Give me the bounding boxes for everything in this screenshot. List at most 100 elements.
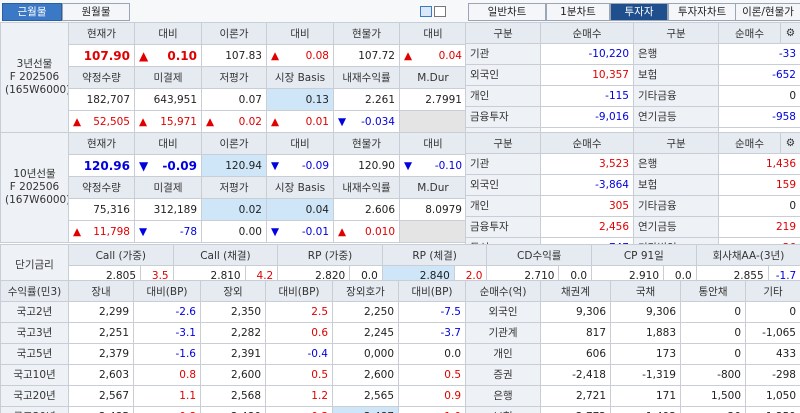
- row: 기관 -10,220 은행 -33: [465, 43, 800, 65]
- cell: 2,456: [540, 216, 634, 238]
- yields-panel: 수익률(민3) 장내 대비(BP) 장외 대비(BP) 장외호가 대비(BP) 순매수(억) 채…: [0, 280, 800, 413]
- table: 10년선물 F 202506 (167W6000) 현재가 대비 이론가 대비 현물가 대비 12…: [0, 132, 467, 243]
- view-tab[interactable]: 투자자: [610, 3, 668, 21]
- cell: 1.0: [398, 406, 466, 413]
- cell: -20: [680, 406, 746, 413]
- arrow: ▲: [73, 225, 82, 238]
- value: -0.10: [434, 159, 462, 172]
- cell: 기타금융: [633, 195, 719, 217]
- cell: 0.13: [266, 88, 334, 111]
- table: 수익률(민3) 장내 대비(BP) 장외 대비(BP) 장외호가 대비(BP) 순매수(억) 채…: [0, 280, 800, 413]
- cell: 107.83: [201, 44, 267, 67]
- cell: ▼ -0.01: [266, 220, 334, 243]
- cell: 현물가: [333, 22, 400, 45]
- icon[interactable]: [420, 6, 432, 17]
- cell: 606: [540, 343, 611, 365]
- cell: 2,282: [200, 322, 266, 344]
- cell: Call (가중): [68, 244, 174, 266]
- cell: 기타금융: [633, 85, 719, 107]
- cell: 173: [610, 343, 681, 365]
- cell: 연기금등: [633, 106, 719, 128]
- cell: CP 91일: [591, 244, 697, 266]
- label-line: F 202506: [9, 181, 60, 193]
- cell: 2,391: [200, 343, 266, 365]
- cell: 개인: [465, 85, 541, 107]
- cell: 대비: [266, 22, 334, 45]
- cell: 기관: [465, 153, 541, 175]
- cell: 433: [745, 343, 800, 365]
- cell: 대비: [134, 22, 202, 45]
- cell: 0.07: [201, 88, 267, 111]
- cell: 0: [745, 301, 800, 323]
- cell: 은행: [465, 385, 541, 407]
- cell: 금융투자: [465, 216, 541, 238]
- cell: 저평가: [201, 66, 267, 89]
- cell: 개인: [465, 195, 541, 217]
- cell: -800: [680, 364, 746, 386]
- value: -0.09: [162, 158, 197, 173]
- cell: 9,306: [540, 301, 611, 323]
- header-row: 수익률(민3) 장내 대비(BP) 장외 대비(BP) 장외호가 대비(BP) 순매수(억) 채…: [0, 280, 800, 302]
- cell: -2.6: [133, 301, 201, 323]
- view-tab[interactable]: 1분차트: [546, 3, 610, 21]
- value: 0.01: [305, 115, 329, 128]
- view-tab[interactable]: 일반차트: [468, 3, 546, 21]
- cell: 보험: [465, 406, 541, 413]
- arrow: ▲: [73, 115, 82, 128]
- label-line: F 202506: [9, 71, 60, 83]
- cell: 국고20년: [0, 385, 69, 407]
- cell: 120.90: [333, 154, 400, 177]
- cell: ▲ 0.02: [201, 110, 267, 133]
- cell: 107.72: [333, 44, 400, 67]
- cell: CD수익률: [486, 244, 593, 266]
- cell: 0: [718, 85, 800, 107]
- row: 국고2년 2,299 -2.6 2,350 2.5 2,250 -7.5 외국인 9,306 9,…: [0, 301, 800, 323]
- settings-button[interactable]: ⚙: [780, 132, 800, 154]
- tab[interactable]: 원월물: [62, 3, 130, 21]
- futures-panel: 3년선물 F 202506 (165W6000) 현재가 대비 이론가 대비 현물가 대비 107…: [0, 22, 467, 133]
- cell: 2,568: [200, 385, 266, 407]
- cell: 이론가: [201, 22, 267, 45]
- cell: 2,379: [68, 343, 134, 365]
- cell: 시장 Basis: [266, 66, 334, 89]
- cell: 외국인: [465, 174, 541, 196]
- cell: RP (체결): [381, 244, 488, 266]
- cell: 171: [610, 385, 681, 407]
- header-row: 단기금리 Call (가중) Call (채결) RP (가중) RP (체결) CD수익…: [0, 244, 800, 287]
- cell: 0.6: [265, 322, 333, 344]
- arrow: ▼: [139, 158, 149, 173]
- cell: ▼ -0.034: [333, 110, 400, 133]
- value: 52,505: [93, 115, 130, 128]
- cell: 2,251: [68, 322, 134, 344]
- cell: 2,299: [68, 301, 134, 323]
- cell: 2,350: [200, 301, 266, 323]
- cell: -1,065: [745, 322, 800, 344]
- cell: 국채: [610, 280, 681, 302]
- view-tab[interactable]: 이론/현물가: [735, 3, 800, 21]
- cell: 순매수(억): [465, 280, 541, 302]
- cell: 2.5: [265, 301, 333, 323]
- cell: 내재수익률: [333, 176, 400, 199]
- cell: 순매수: [718, 22, 781, 44]
- tab[interactable]: 근월물: [2, 3, 62, 21]
- value: 15,971: [160, 115, 197, 128]
- view-tab[interactable]: 투자자차트: [668, 3, 736, 21]
- cell: 107.90: [68, 44, 135, 67]
- cell: ▲ 0.04: [399, 44, 467, 67]
- cell: 0: [680, 301, 746, 323]
- settings-button[interactable]: ⚙: [780, 22, 800, 44]
- row: 금융투자 2,456 연기금등 219: [465, 216, 800, 238]
- cell: 643,951: [134, 88, 202, 111]
- cell: 국고30년: [0, 406, 69, 413]
- cell: 2,480: [200, 406, 266, 413]
- row: 외국인 -3,864 보험 159: [465, 174, 800, 196]
- icon[interactable]: [434, 6, 446, 17]
- row: 약정수량 미결제 저평가 시장 Basis 내재수익률 M.Dur: [1, 66, 467, 89]
- cell: M.Dur: [399, 176, 467, 199]
- cell: 국고3년: [0, 322, 69, 344]
- value: 11,798: [93, 225, 130, 238]
- cell: 1.1: [133, 385, 201, 407]
- cell: 2.261: [333, 88, 400, 111]
- header-row: 구분 순매수 구분 순매수 ⚙: [465, 132, 800, 154]
- cell: 금융투자: [465, 106, 541, 128]
